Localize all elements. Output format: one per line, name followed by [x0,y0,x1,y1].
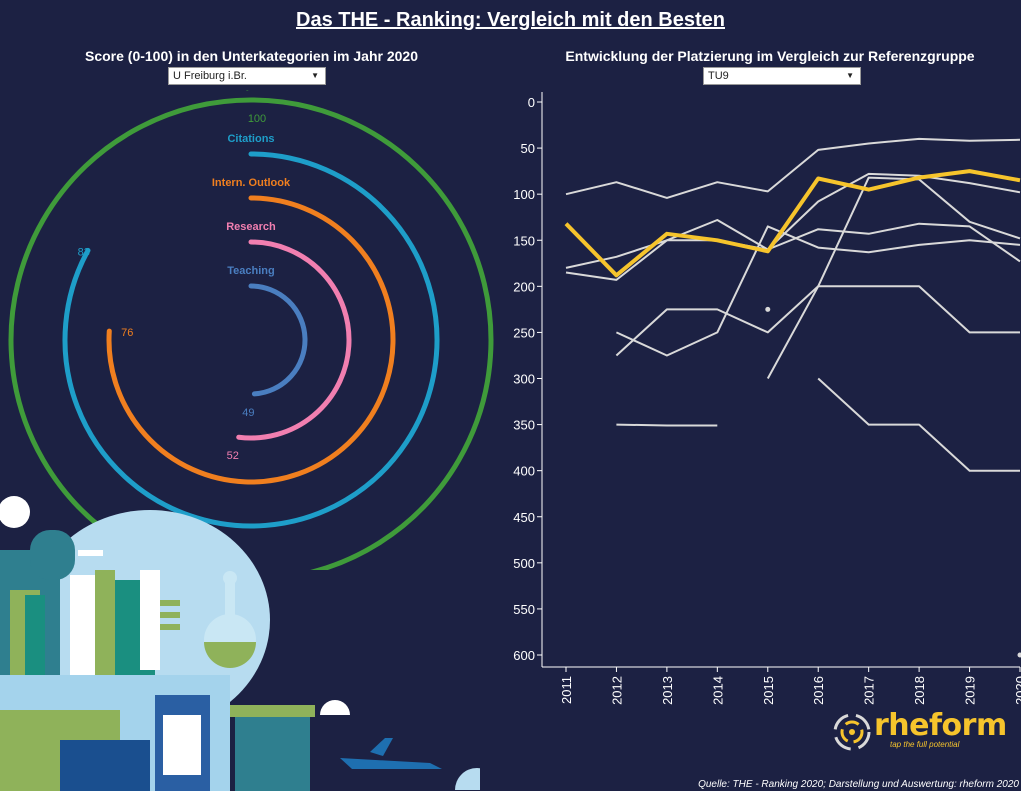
reference-series-line [616,423,718,427]
y-tick-label: 400 [513,464,535,479]
reference-group-dropdown[interactable]: TU9 ▼ [703,67,861,85]
chevron-down-icon: ▼ [846,71,854,80]
logo-tagline: tap the full potential [890,740,960,749]
highlight-series-line [564,169,1021,278]
radial-label-industry-income: Industry Income [209,90,294,91]
source-note: Quelle: THE - Ranking 2020; Darstellung … [698,779,1019,790]
radial-value-intern-outlook: 76 [121,327,133,339]
university-dropdown-value: U Freiburg i.Br. [173,70,247,82]
radial-value-industry-income: 100 [248,113,266,125]
x-tick-label: 2012 [609,676,624,705]
reference-series-line [565,172,1021,281]
radial-label-intern-outlook: Intern. Outlook [212,177,291,189]
reference-series-line [615,225,1021,357]
y-tick-label: 600 [513,648,535,663]
x-tick-label: 2011 [559,676,574,704]
radial-label-research: Research [226,221,276,233]
y-tick-label: 500 [513,556,535,571]
reference-series-line [565,222,1021,269]
rheform-logo-icon [833,713,871,751]
radial-bar-teaching [248,283,308,397]
ranking-line-chart: 0 50 100 150 200 250 300 350 400 450 500 550 600 2011… [513,92,1021,705]
radial-bar-citations [62,151,440,529]
x-tick-label: 2013 [660,676,675,705]
y-tick-label: 200 [513,279,535,294]
y-tick-label: 150 [513,233,535,248]
x-tick-label: 2016 [811,676,826,705]
line-chart-title: Entwicklung der Platzierung im Vergleich… [565,48,975,64]
rheform-logo: rheform tap the full potential [832,708,1012,756]
radial-chart-title: Score (0-100) in den Unterkategorien im … [84,48,418,64]
page-title: Das THE - Ranking: Vergleich mit den Bes… [296,9,725,31]
university-dropdown[interactable]: U Freiburg i.Br. ▼ [168,67,326,85]
y-tick-label: 50 [521,141,535,156]
radial-value-research: 52 [227,450,239,462]
x-tick-label: 2020 [1013,676,1021,705]
reference-series-line-point [1017,652,1021,658]
y-tick-label: 300 [513,372,535,387]
x-tick-label: 2018 [912,676,927,705]
radial-bar-chart: Industry Income 100 Citations 83 Intern. Out… [8,90,494,570]
city-illustration [0,496,480,791]
y-tick-label: 450 [513,510,535,525]
radial-bar-intern-outlook [106,195,396,485]
y-tick-label: 100 [513,187,535,202]
reference-series-line [766,176,1021,379]
y-tick-label: 350 [513,418,535,433]
reference-series-line [615,285,1020,357]
radial-label-citations: Citations [227,133,274,145]
x-tick-label: 2017 [862,676,877,705]
chevron-down-icon: ▼ [311,71,319,80]
radial-value-citations: 83 [78,246,90,258]
y-tick-label: 550 [513,602,535,617]
logo-text: rheform [874,708,1007,743]
x-tick-label: 2019 [963,676,978,705]
x-tick-label: 2014 [710,676,725,705]
reference-series-line-point [765,306,771,312]
radial-label-teaching: Teaching [227,265,274,277]
reference-group-dropdown-value: TU9 [708,70,729,82]
radial-bar-research [236,239,352,441]
y-tick-label: 0 [528,95,535,110]
radial-bar-industry-income [8,97,494,570]
x-tick-label: 2015 [761,676,776,705]
reference-series-line [565,137,1021,199]
radial-value-teaching: 49 [242,407,254,419]
reference-series-line [817,377,1020,472]
y-tick-label: 250 [513,325,535,340]
